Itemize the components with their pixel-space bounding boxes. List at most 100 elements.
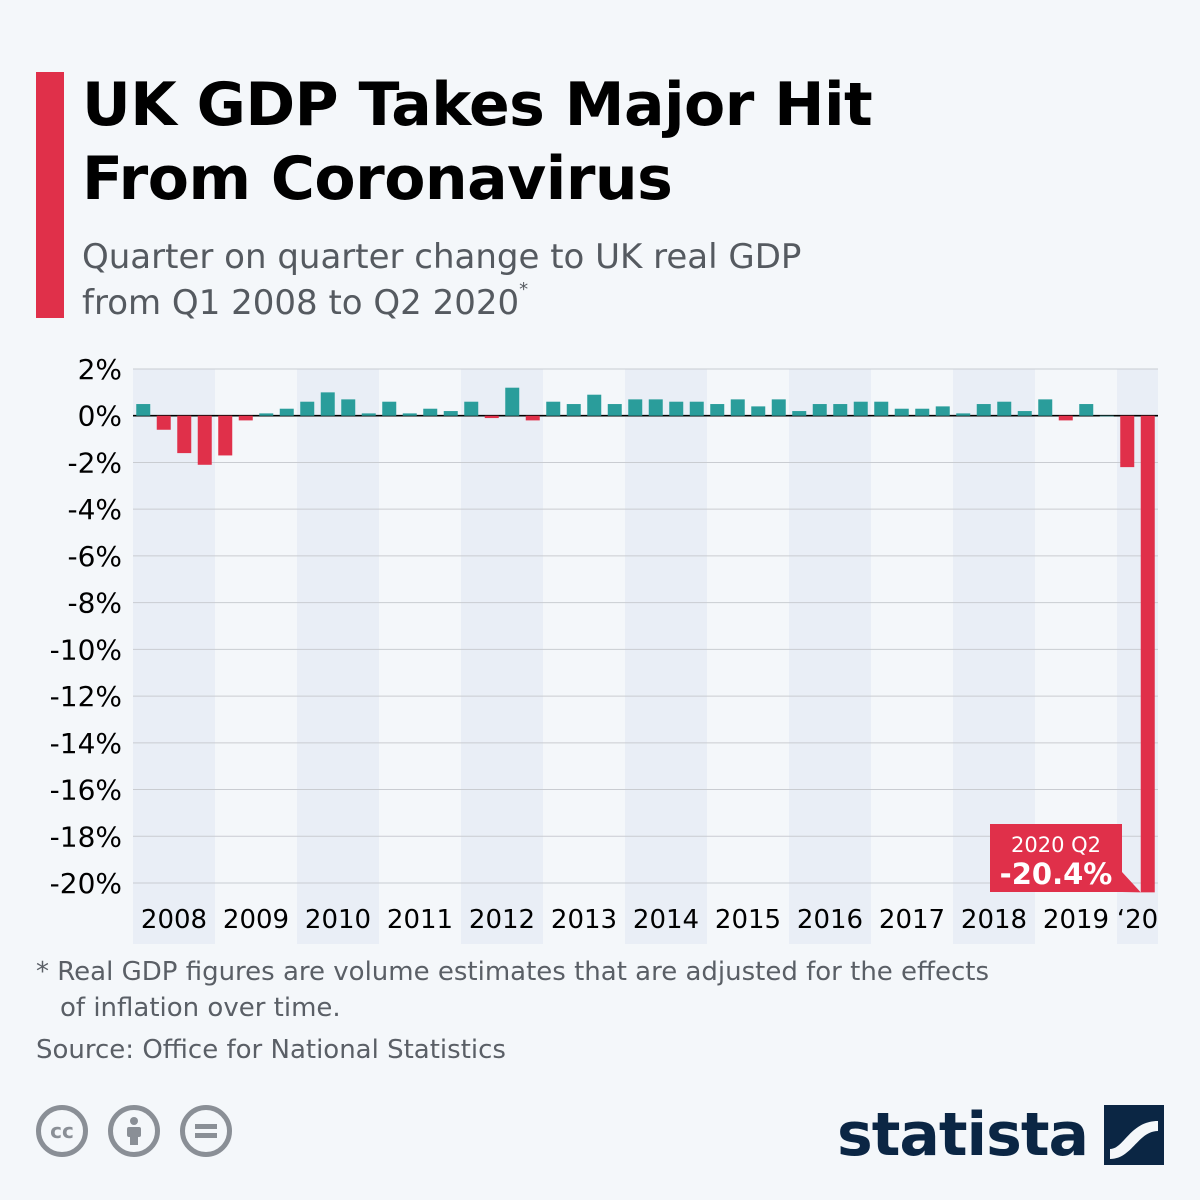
x-tick-label: 2019: [1043, 905, 1109, 935]
x-tick-label: 2017: [879, 905, 945, 935]
bar-2016-q3: [833, 404, 848, 416]
bar-2013-q1: [546, 401, 561, 416]
y-tick-label: -14%: [50, 727, 122, 760]
attribution-icon[interactable]: [108, 1105, 160, 1157]
annotation-value: -20.4%: [1000, 857, 1113, 891]
x-tick-label: 2016: [797, 905, 863, 935]
title-line-2: From Coronavirus: [82, 144, 673, 214]
bar-2019-q1: [1038, 399, 1053, 416]
year-band: [297, 369, 379, 944]
gdp-bar-chart: 2% 0% -2% -4% -6% -8% -10% -12% -14% -16% -18% -20%…: [50, 353, 1158, 944]
bar-2020-q2: [1140, 415, 1155, 893]
statista-logo-icon: [1104, 1105, 1164, 1165]
bar-2011-q3: [423, 408, 438, 416]
chart-subtitle: Quarter on quarter change to UK real GDP…: [82, 234, 1082, 326]
title-accent-bar: [36, 72, 64, 318]
bar-2013-q2: [566, 404, 581, 416]
bar-2015-q3: [751, 406, 766, 416]
bar-2020-q1: [1120, 415, 1135, 468]
y-tick-label: -8%: [67, 587, 122, 620]
year-band: [625, 369, 707, 944]
person-icon: [127, 1117, 141, 1145]
bar-2012-q4: [525, 415, 540, 421]
chart-title: UK GDP Takes Major Hit From Coronavirus: [82, 68, 1162, 216]
bar-2008-q4: [197, 415, 212, 465]
year-band: [461, 369, 543, 944]
bar-2018-q4: [1017, 411, 1032, 416]
bar-2015-q4: [771, 399, 786, 416]
x-tick-label: 2010: [305, 905, 371, 935]
bar-2013-q3: [587, 394, 602, 416]
x-tick-label: ‘20: [1117, 905, 1158, 935]
bar-2012-q3: [505, 387, 520, 416]
bar-2015-q2: [730, 399, 745, 416]
bar-2008-q2: [156, 415, 171, 430]
bar-2009-q4: [279, 408, 294, 416]
bar-2016-q1: [792, 411, 807, 416]
bar-2016-q2: [812, 404, 827, 416]
bar-2011-q4: [443, 411, 458, 416]
y-tick-label: -2%: [67, 446, 122, 479]
bar-2012-q2: [484, 415, 499, 419]
subtitle-line-1: Quarter on quarter change to UK real GDP: [82, 237, 802, 277]
y-tick-label: 2%: [78, 353, 122, 386]
bar-2017-q2: [894, 408, 909, 416]
y-tick-label: -16%: [50, 774, 122, 807]
annotation-pointer: [1122, 872, 1141, 893]
footnote: * Real GDP figures are volume estimates …: [36, 954, 1136, 1026]
bar-2010-q2: [320, 392, 335, 416]
bar-2018-q2: [976, 404, 991, 416]
y-tick-label: -10%: [50, 633, 122, 666]
footnote-line-2: of inflation over time.: [60, 993, 341, 1023]
statista-logo-text: statista: [836, 1100, 1089, 1170]
annotation-label: 2020 Q2: [1011, 833, 1101, 857]
bar-2014-q3: [669, 401, 684, 416]
equals-icon: [195, 1124, 217, 1138]
statista-logo[interactable]: statista: [837, 1100, 1164, 1170]
bar-2012-q1: [464, 401, 479, 416]
y-tick-label: -4%: [67, 493, 122, 526]
year-band: [789, 369, 871, 944]
x-tick-label: 2013: [551, 905, 617, 935]
subtitle-line-2: from Q1 2008 to Q2 2020: [82, 283, 520, 323]
bar-2019-q3: [1079, 404, 1094, 416]
bar-2009-q3: [259, 413, 274, 416]
bar-2018-q3: [997, 401, 1012, 416]
bar-2011-q2: [402, 413, 417, 416]
bar-2019-q4: [1099, 415, 1114, 417]
bar-2014-q2: [648, 399, 663, 416]
bar-2010-q1: [300, 401, 315, 416]
bar-2014-q1: [628, 399, 643, 416]
bar-2018-q1: [956, 413, 971, 416]
bar-2019-q2: [1058, 415, 1073, 421]
creative-commons-icon[interactable]: cc: [36, 1105, 88, 1157]
annotation-box: [990, 824, 1122, 892]
bar-2015-q1: [710, 404, 725, 416]
x-tick-label: 2009: [223, 905, 289, 935]
subtitle-footnote-mark: *: [519, 279, 529, 300]
bar-2017-q1: [874, 401, 889, 416]
x-tick-label: 2015: [715, 905, 781, 935]
source-note: Source: Office for National Statistics: [36, 1035, 506, 1065]
y-tick-label: 0%: [78, 400, 122, 433]
bar-2009-q1: [218, 415, 233, 456]
bar-2013-q4: [607, 404, 622, 416]
title-line-1: UK GDP Takes Major Hit: [82, 70, 873, 140]
x-tick-label: 2018: [961, 905, 1027, 935]
bar-2010-q4: [361, 413, 376, 416]
bar-2008-q3: [177, 415, 192, 454]
bar-2011-q1: [382, 401, 397, 416]
x-tick-label: 2008: [141, 905, 207, 935]
y-tick-label: -18%: [50, 820, 122, 853]
bar-2014-q4: [689, 401, 704, 416]
bar-2010-q3: [341, 399, 356, 416]
bar-2008-q1: [136, 404, 151, 416]
bar-2017-q3: [915, 408, 930, 416]
x-tick-label: 2012: [469, 905, 535, 935]
bar-2017-q4: [935, 406, 950, 416]
bar-2016-q4: [853, 401, 868, 416]
y-tick-label: -6%: [67, 540, 122, 573]
footnote-line-1: * Real GDP figures are volume estimates …: [36, 957, 989, 987]
x-tick-label: 2014: [633, 905, 699, 935]
no-derivatives-icon[interactable]: [180, 1105, 232, 1157]
